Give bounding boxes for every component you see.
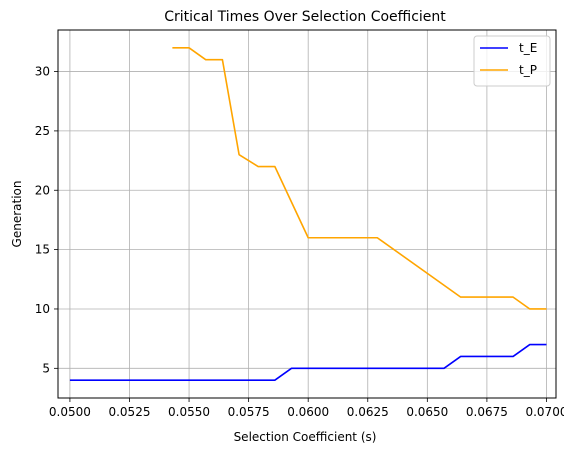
grid <box>58 30 556 398</box>
x-tick-label: 0.0700 <box>525 405 564 419</box>
legend: t_E t_P <box>473 35 551 87</box>
x-tick-label: 0.0675 <box>466 405 508 419</box>
x-tick-label: 0.0575 <box>228 405 270 419</box>
x-tick-label: 0.0525 <box>108 405 150 419</box>
y-tick-label: 25 <box>35 124 50 138</box>
x-tick-label: 0.0650 <box>406 405 448 419</box>
series-line-t-e <box>69 343 547 381</box>
y-tick-label: 10 <box>35 302 50 316</box>
y-tick-label: 5 <box>42 361 50 375</box>
y-tick-label: 15 <box>35 243 50 257</box>
chart-title: Critical Times Over Selection Coefficien… <box>164 9 446 25</box>
x-tick-label: 0.0625 <box>347 405 389 419</box>
x-axis-label: Selection Coefficient (s) <box>234 430 377 444</box>
y-tick-label: 20 <box>35 183 50 197</box>
plot-frame <box>57 29 557 399</box>
x-tick-label: 0.0600 <box>287 405 329 419</box>
x-tick-label: 0.0500 <box>49 405 91 419</box>
series-line-t-p <box>172 47 547 310</box>
y-axis-ticks: 5 10 15 20 25 30 <box>35 65 58 375</box>
x-tick-label: 0.0550 <box>168 405 210 419</box>
legend-label-t-e: t_E <box>519 41 537 55</box>
legend-box <box>473 35 551 87</box>
x-axis-ticks: 0.0500 0.0525 0.0550 0.0575 0.0600 0.0625 0.06… <box>49 398 564 419</box>
y-axis-label: Generation <box>10 181 24 248</box>
legend-label-t-p: t_P <box>519 63 537 77</box>
series-lines <box>69 47 547 381</box>
y-tick-label: 30 <box>35 65 50 79</box>
